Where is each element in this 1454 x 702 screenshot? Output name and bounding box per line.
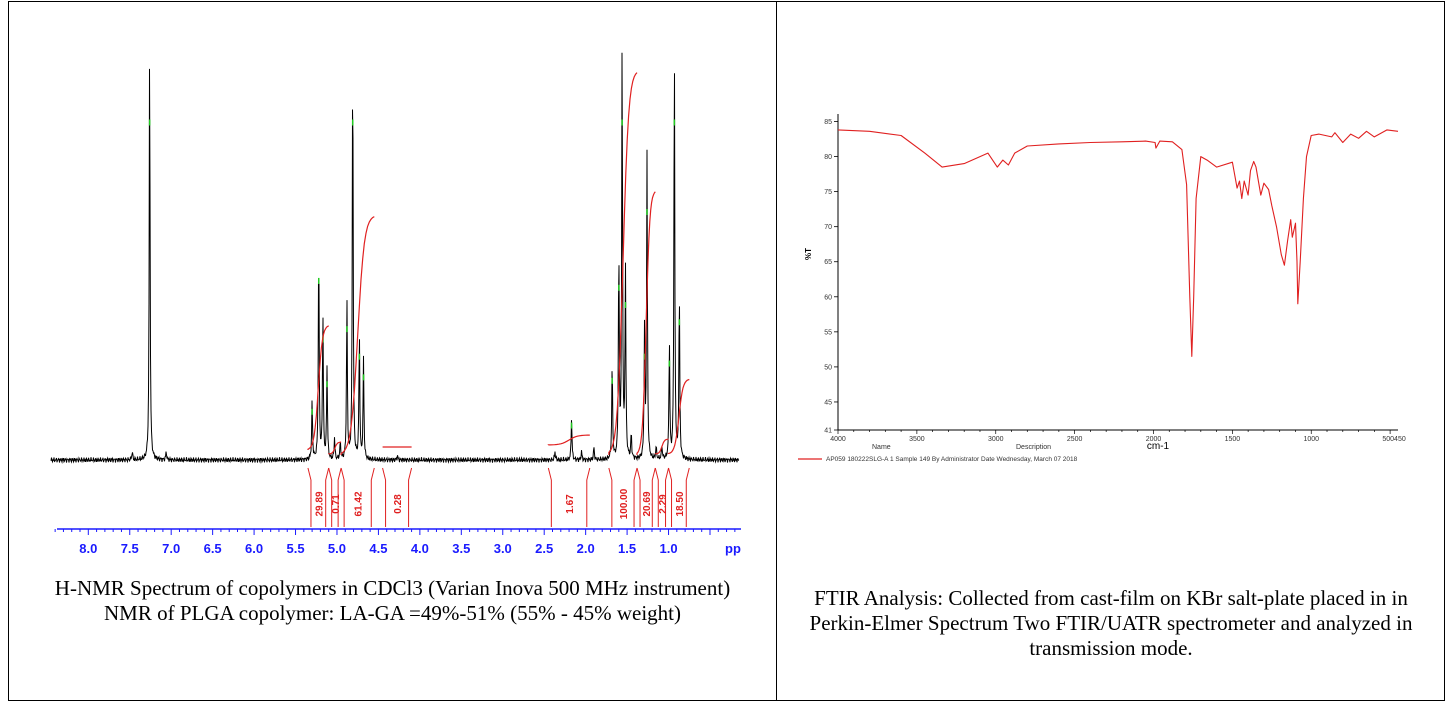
integral-label: 2.29 <box>658 494 669 514</box>
ftir-legend-entry: AP059 180222SLG-A 1 Sample 149 By Admini… <box>826 456 1078 463</box>
integral-label: 100.00 <box>619 488 630 519</box>
integral-curve <box>547 434 590 446</box>
ftir-y-tick-label: 80 <box>824 154 832 161</box>
nmr-x-tick-label: 3.5 <box>452 541 470 556</box>
ftir-legend-header-description: Description <box>1016 444 1051 451</box>
ftir-series-line <box>837 129 1399 357</box>
nmr-x-axis-label: pp <box>725 541 741 556</box>
ftir-y-tick-label: 60 <box>824 294 832 301</box>
integral-curve <box>328 441 342 455</box>
integral-bracket <box>382 467 413 527</box>
integral-label: 20.69 <box>642 491 653 516</box>
nmr-caption: H-NMR Spectrum of copolymers in CDCl3 (V… <box>54 576 731 625</box>
nmr-x-tick-label: 4.5 <box>369 541 387 556</box>
ftir-y-tick-label: 70 <box>824 224 832 231</box>
ftir-y-tick-label: 41 <box>824 428 832 435</box>
integral-bracket <box>328 467 342 527</box>
integral-label: 0.28 <box>393 494 404 514</box>
integral-bracket <box>636 467 656 527</box>
ftir-x-tick-label: 4000 <box>830 436 846 443</box>
integral-curve <box>608 72 638 455</box>
ftir-x-axis-label: cm-1 <box>1147 441 1170 452</box>
nmr-spectrum-line <box>50 52 740 464</box>
integral-label: 1.67 <box>565 494 576 514</box>
integral-label: 18.50 <box>675 491 686 516</box>
ftir-y-axis-label: %T <box>804 248 813 260</box>
column-divider <box>776 2 777 700</box>
nmr-x-tick-label: 5.0 <box>328 541 346 556</box>
integral-bracket <box>668 467 690 527</box>
ftir-x-tick-label: 2000 <box>1146 436 1162 443</box>
ftir-x-tick-label: 2500 <box>1067 436 1083 443</box>
ftir-x-tick-label: 1500 <box>1225 436 1241 443</box>
nmr-cell: 29.89 0.71 61.42 0.28 1.67 100.00 20.69 2.29 18.… <box>9 2 776 700</box>
ftir-y-tick-label: 65 <box>824 259 832 266</box>
nmr-x-tick-label: 2.0 <box>577 541 595 556</box>
nmr-x-tick-label: 3.0 <box>494 541 512 556</box>
figure-frame: 29.89 0.71 61.42 0.28 1.67 100.00 20.69 2.29 18.… <box>8 1 1445 701</box>
ftir-y-tick-label: 85 <box>824 119 832 126</box>
ftir-y-tick-label: 55 <box>824 329 832 336</box>
ftir-caption: FTIR Analysis: Collected from cast-film … <box>809 586 1413 660</box>
integral-bracket <box>654 467 670 527</box>
integral-curve <box>636 191 656 455</box>
ftir-x-tick-label: 1000 <box>1303 436 1319 443</box>
integral-curve <box>667 378 690 455</box>
integral-bracket <box>307 467 330 527</box>
integral-label: 61.42 <box>354 491 365 516</box>
ftir-legend-header-name: Name <box>872 444 891 451</box>
ftir-x-tick-label: 3500 <box>909 436 925 443</box>
nmr-x-tick-label: 2.5 <box>535 541 553 556</box>
nmr-x-tick-label: 6.0 <box>245 541 263 556</box>
nmr-x-tick-label: 8.0 <box>79 541 97 556</box>
integral-curve <box>654 438 669 455</box>
nmr-x-tick-label: 7.5 <box>121 541 139 556</box>
integral-bracket <box>608 467 638 527</box>
ftir-y-tick-label: 45 <box>824 399 832 406</box>
integral-curve <box>307 325 330 450</box>
integral-curve <box>340 216 375 455</box>
nmr-x-tick-label: 1.0 <box>660 541 678 556</box>
nmr-x-tick-label: 6.5 <box>204 541 222 556</box>
nmr-x-tick-label: 7.0 <box>162 541 180 556</box>
integral-bracket <box>340 467 375 527</box>
nmr-spectrum-chart: 29.89 0.71 61.42 0.28 1.67 100.00 20.69 2.29 18.… <box>50 52 741 556</box>
nmr-x-tick-label: 5.5 <box>286 541 304 556</box>
integral-label: 29.89 <box>314 491 325 516</box>
ftir-cell: 85 80 75 70 65 60 55 50 45 41 4000 3500 3000 2500 2000… <box>778 2 1444 700</box>
ftir-y-tick-label: 75 <box>824 189 832 196</box>
nmr-x-tick-label: 1.5 <box>618 541 636 556</box>
nmr-x-tick-label: 4.0 <box>411 541 429 556</box>
integral-bracket <box>547 467 591 527</box>
ftir-x-tick-label: 500450 <box>1382 436 1405 443</box>
ftir-y-tick-label: 50 <box>824 364 832 371</box>
ftir-x-tick-label: 3000 <box>988 436 1004 443</box>
integral-label: 0.71 <box>331 494 342 514</box>
